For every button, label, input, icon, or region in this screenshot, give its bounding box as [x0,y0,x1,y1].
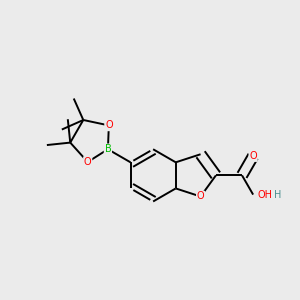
Text: OH: OH [258,190,273,200]
Text: O: O [197,191,204,202]
Text: O: O [249,151,257,161]
Text: O: O [84,157,92,167]
Text: B: B [104,144,111,154]
Text: O: O [105,120,113,130]
Text: H: H [274,190,281,200]
